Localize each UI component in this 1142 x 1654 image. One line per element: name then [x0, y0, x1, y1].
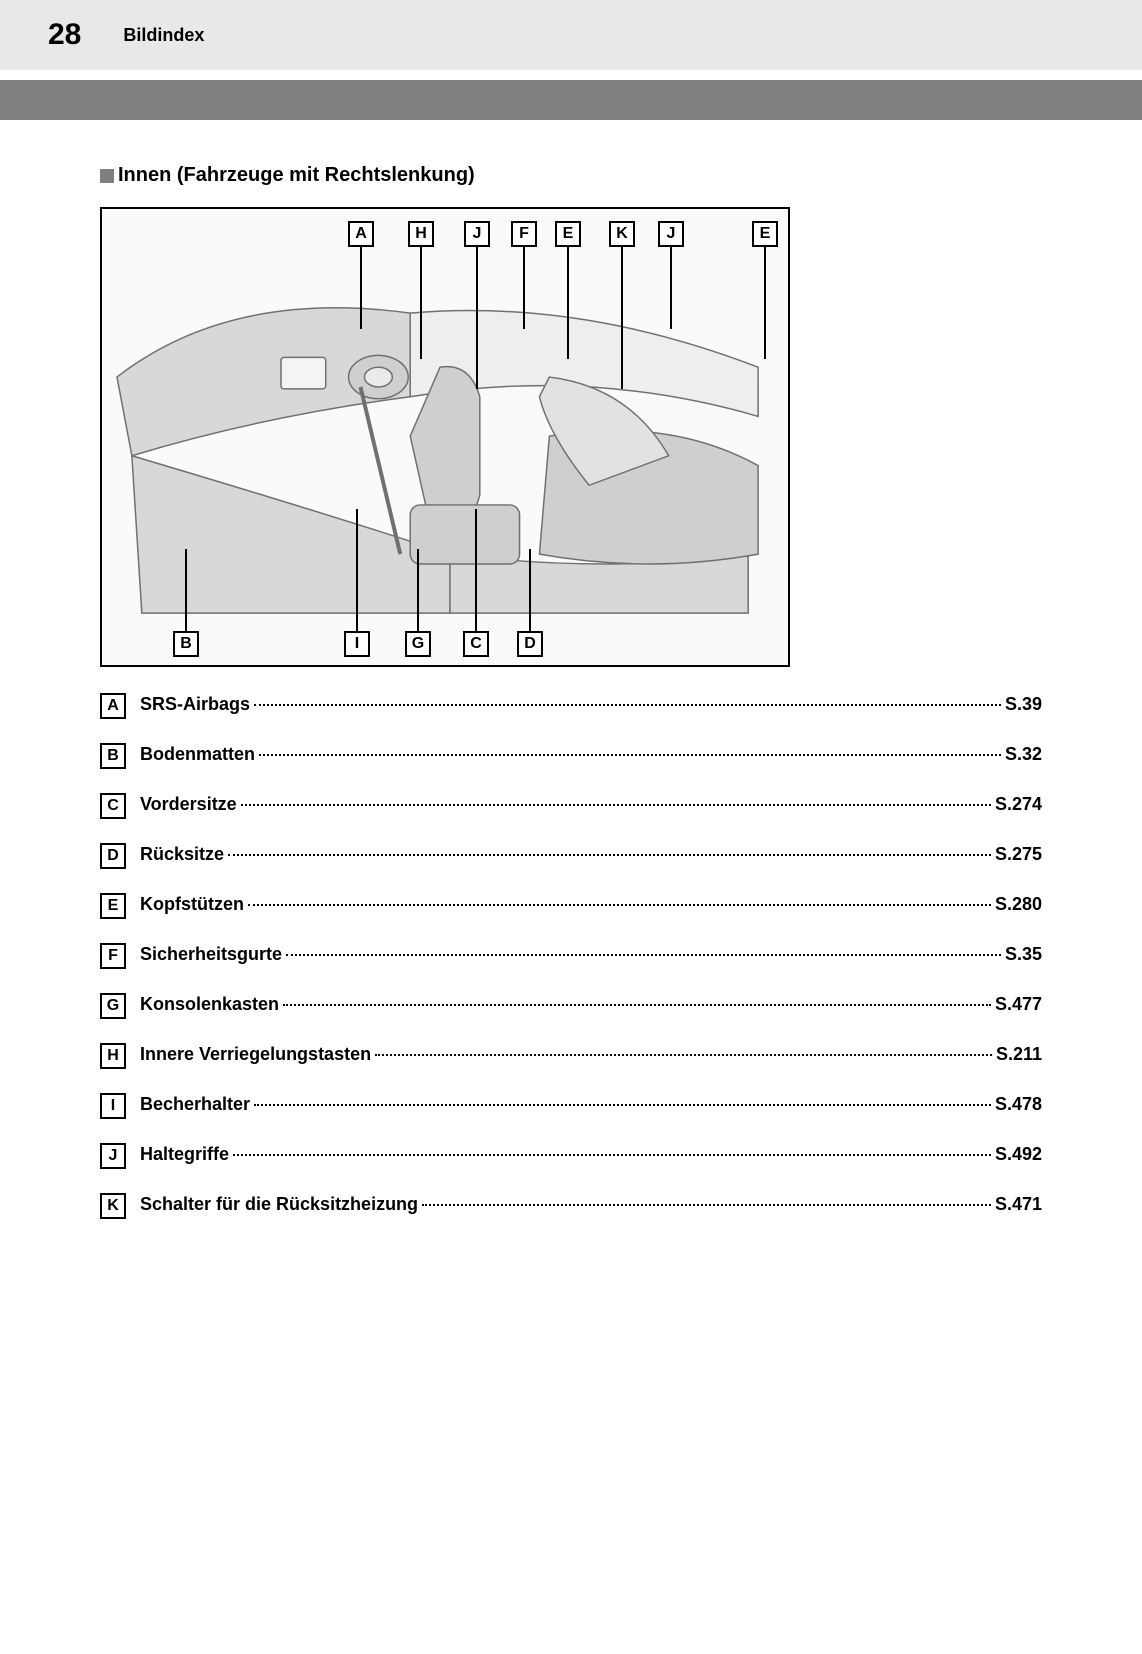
callout-top-J: J [464, 221, 490, 247]
legend-dots [228, 854, 991, 856]
legend-row: I Becherhalter S.478 [100, 1093, 1042, 1119]
chapter-title: Bildindex [123, 25, 204, 46]
callout-line [523, 247, 525, 329]
legend-letter-box: K [100, 1193, 126, 1219]
callout-top-F: F [511, 221, 537, 247]
callout-top-J: J [658, 221, 684, 247]
legend-label: Sicherheitsgurte [140, 944, 282, 965]
legend-page-ref: S.275 [995, 844, 1042, 865]
legend-dots [254, 704, 1001, 706]
legend-letter-box: C [100, 793, 126, 819]
callout-line [417, 549, 419, 631]
legend-dots [286, 954, 1001, 956]
callout-line [420, 247, 422, 359]
legend-label: Kopfstützen [140, 894, 244, 915]
page-content: Innen (Fahrzeuge mit Rechtslenkung) [0, 164, 1142, 1283]
legend-page-ref: S.471 [995, 1194, 1042, 1215]
callout-line [185, 549, 187, 631]
legend-row: E Kopfstützen S.280 [100, 893, 1042, 919]
bullet-icon [100, 169, 114, 183]
page-header: 28 Bildindex [0, 0, 1142, 70]
legend-dots [254, 1104, 991, 1106]
legend-page-ref: S.280 [995, 894, 1042, 915]
section-title: Innen (Fahrzeuge mit Rechtslenkung) [118, 164, 475, 187]
callout-line [360, 247, 362, 329]
legend-page-ref: S.492 [995, 1144, 1042, 1165]
legend-label: Bodenmatten [140, 744, 255, 765]
legend-dots [233, 1154, 991, 1156]
legend-row: A SRS-Airbags S.39 [100, 693, 1042, 719]
legend-dots [241, 804, 991, 806]
legend-row: J Haltegriffe S.492 [100, 1143, 1042, 1169]
legend-page-ref: S.477 [995, 994, 1042, 1015]
legend-page-ref: S.32 [1005, 744, 1042, 765]
callout-line [529, 549, 531, 631]
legend-page-ref: S.39 [1005, 694, 1042, 715]
legend-label: Konsolenkasten [140, 994, 279, 1015]
callout-bottom-D: D [517, 631, 543, 657]
interior-sketch [112, 259, 778, 623]
legend-letter-box: F [100, 943, 126, 969]
interior-diagram: AHJFEKJEBIGCD [100, 207, 790, 667]
callout-line [476, 247, 478, 389]
legend-page-ref: S.35 [1005, 944, 1042, 965]
legend-row: D Rücksitze S.275 [100, 843, 1042, 869]
legend-letter-box: G [100, 993, 126, 1019]
legend-row: B Bodenmatten S.32 [100, 743, 1042, 769]
legend-page-ref: S.274 [995, 794, 1042, 815]
legend-letter-box: D [100, 843, 126, 869]
legend-label: Rücksitze [140, 844, 224, 865]
legend-label: Becherhalter [140, 1094, 250, 1115]
callout-line [356, 509, 358, 631]
legend-row: H Innere Verriegelungstasten S.211 [100, 1043, 1042, 1069]
callout-bottom-I: I [344, 631, 370, 657]
legend-letter-box: B [100, 743, 126, 769]
callout-line [475, 509, 477, 631]
legend-page-ref: S.478 [995, 1094, 1042, 1115]
page-number: 28 [48, 18, 81, 52]
callout-bottom-G: G [405, 631, 431, 657]
section-title-row: Innen (Fahrzeuge mit Rechtslenkung) [100, 164, 1042, 187]
legend-dots [283, 1004, 991, 1006]
legend-label: Haltegriffe [140, 1144, 229, 1165]
callout-top-A: A [348, 221, 374, 247]
legend-label: Vordersitze [140, 794, 237, 815]
legend-page-ref: S.211 [996, 1044, 1042, 1065]
callout-top-E: E [752, 221, 778, 247]
legend-dots [248, 904, 991, 906]
header-band [0, 80, 1142, 120]
legend-letter-box: J [100, 1143, 126, 1169]
legend-row: K Schalter für die Rücksitzheizung S.471 [100, 1193, 1042, 1219]
legend-letter-box: I [100, 1093, 126, 1119]
legend-label: Schalter für die Rücksitzheizung [140, 1194, 418, 1215]
legend-row: F Sicherheitsgurte S.35 [100, 943, 1042, 969]
callout-line [670, 247, 672, 329]
callout-line [764, 247, 766, 359]
callout-bottom-C: C [463, 631, 489, 657]
legend-row: C Vordersitze S.274 [100, 793, 1042, 819]
callout-top-K: K [609, 221, 635, 247]
legend-letter-box: A [100, 693, 126, 719]
legend-letter-box: E [100, 893, 126, 919]
legend-letter-box: H [100, 1043, 126, 1069]
legend-dots [259, 754, 1001, 756]
legend-label: Innere Verriegelungstasten [140, 1044, 371, 1065]
legend-row: G Konsolenkasten S.477 [100, 993, 1042, 1019]
callout-bottom-B: B [173, 631, 199, 657]
legend-dots [422, 1204, 991, 1206]
legend-dots [375, 1054, 992, 1056]
callout-line [567, 247, 569, 359]
legend-label: SRS-Airbags [140, 694, 250, 715]
legend-list: A SRS-Airbags S.39 B Bodenmatten S.32 C Vorders… [100, 693, 1042, 1219]
callout-line [621, 247, 623, 389]
callout-top-E: E [555, 221, 581, 247]
callout-top-H: H [408, 221, 434, 247]
